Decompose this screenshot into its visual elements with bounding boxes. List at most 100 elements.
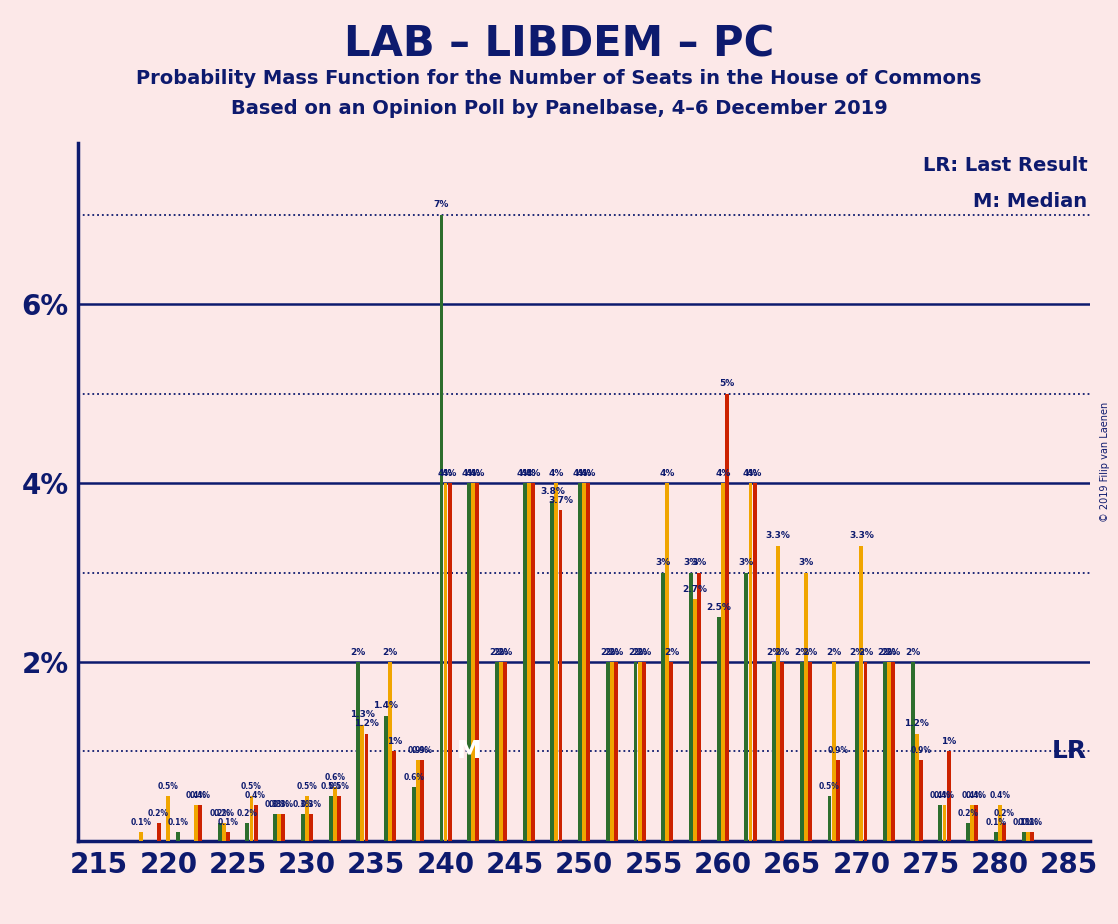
Bar xyxy=(357,662,360,841)
Bar xyxy=(305,796,309,841)
Bar xyxy=(1030,832,1034,841)
Bar xyxy=(827,796,832,841)
Text: 0.2%: 0.2% xyxy=(209,808,230,818)
Bar xyxy=(863,662,868,841)
Bar xyxy=(888,662,891,841)
Text: M: M xyxy=(457,739,482,763)
Bar xyxy=(392,751,396,841)
Text: 0.9%: 0.9% xyxy=(827,746,849,755)
Bar xyxy=(198,805,202,841)
Bar xyxy=(420,760,424,841)
Text: 2%: 2% xyxy=(881,648,897,657)
Text: 3%: 3% xyxy=(683,558,699,567)
Text: 1.2%: 1.2% xyxy=(904,719,929,728)
Bar xyxy=(975,805,978,841)
Bar xyxy=(994,832,997,841)
Text: 1%: 1% xyxy=(387,737,401,746)
Text: Based on an Opinion Poll by Panelbase, 4–6 December 2019: Based on an Opinion Poll by Panelbase, 4… xyxy=(230,99,888,118)
Bar xyxy=(698,573,701,841)
Bar xyxy=(911,662,915,841)
Bar xyxy=(860,546,863,841)
Text: © 2019 Filip van Laenen: © 2019 Filip van Laenen xyxy=(1100,402,1109,522)
Text: 0.5%: 0.5% xyxy=(329,782,349,791)
Bar xyxy=(614,662,618,841)
Bar xyxy=(444,483,447,841)
Bar xyxy=(586,483,590,841)
Bar xyxy=(246,823,249,841)
Text: 0.4%: 0.4% xyxy=(989,791,1011,799)
Bar xyxy=(752,483,757,841)
Bar xyxy=(578,483,582,841)
Text: 0.3%: 0.3% xyxy=(265,799,285,808)
Text: 0.3%: 0.3% xyxy=(293,799,313,808)
Text: 0.5%: 0.5% xyxy=(296,782,318,791)
Text: 0.6%: 0.6% xyxy=(324,772,345,782)
Text: 2%: 2% xyxy=(775,648,790,657)
Text: 4%: 4% xyxy=(742,468,758,478)
Bar xyxy=(670,662,673,841)
Text: 0.4%: 0.4% xyxy=(930,791,951,799)
Bar xyxy=(221,823,226,841)
Text: 0.1%: 0.1% xyxy=(168,818,189,827)
Bar xyxy=(808,662,812,841)
Text: 0.4%: 0.4% xyxy=(961,791,983,799)
Text: 0.9%: 0.9% xyxy=(411,746,433,755)
Text: 2%: 2% xyxy=(826,648,841,657)
Text: M: Median: M: Median xyxy=(973,192,1088,211)
Text: 0.9%: 0.9% xyxy=(910,746,931,755)
Text: 1.2%: 1.2% xyxy=(354,719,379,728)
Text: 0.4%: 0.4% xyxy=(245,791,266,799)
Text: 0.1%: 0.1% xyxy=(1017,818,1039,827)
Text: 0.4%: 0.4% xyxy=(186,791,207,799)
Text: 0.2%: 0.2% xyxy=(148,808,169,818)
Text: 0.6%: 0.6% xyxy=(404,772,424,782)
Bar xyxy=(273,814,277,841)
Text: 0.2%: 0.2% xyxy=(214,808,235,818)
Text: 2%: 2% xyxy=(664,648,679,657)
Text: 0.2%: 0.2% xyxy=(237,808,258,818)
Bar xyxy=(467,483,471,841)
Text: 2%: 2% xyxy=(628,648,643,657)
Text: 0.4%: 0.4% xyxy=(934,791,955,799)
Bar xyxy=(745,573,748,841)
Bar xyxy=(634,662,637,841)
Text: 0.1%: 0.1% xyxy=(217,818,238,827)
Bar xyxy=(416,760,419,841)
Text: 0.1%: 0.1% xyxy=(1013,818,1034,827)
Bar xyxy=(642,662,645,841)
Bar xyxy=(749,483,752,841)
Text: 2%: 2% xyxy=(493,648,509,657)
Text: 2%: 2% xyxy=(794,648,809,657)
Text: 0.3%: 0.3% xyxy=(273,799,294,808)
Bar xyxy=(717,617,721,841)
Bar xyxy=(329,796,332,841)
Text: 0.5%: 0.5% xyxy=(158,782,179,791)
Bar xyxy=(836,760,840,841)
Bar xyxy=(475,483,480,841)
Bar xyxy=(411,787,416,841)
Text: 4%: 4% xyxy=(517,468,532,478)
Bar xyxy=(966,823,970,841)
Bar xyxy=(947,751,950,841)
Bar xyxy=(527,483,531,841)
Text: 3.3%: 3.3% xyxy=(766,531,790,541)
Bar xyxy=(804,573,808,841)
Text: 0.1%: 0.1% xyxy=(1021,818,1042,827)
Bar xyxy=(1022,832,1025,841)
Bar xyxy=(970,805,974,841)
Bar xyxy=(447,483,452,841)
Text: 3.7%: 3.7% xyxy=(548,495,574,505)
Text: 4%: 4% xyxy=(470,468,485,478)
Bar xyxy=(531,483,534,841)
Bar xyxy=(942,805,947,841)
Text: 0.1%: 0.1% xyxy=(130,818,151,827)
Text: 4%: 4% xyxy=(747,468,762,478)
Text: 4%: 4% xyxy=(462,468,477,478)
Bar xyxy=(891,662,896,841)
Text: Probability Mass Function for the Number of Seats in the House of Commons: Probability Mass Function for the Number… xyxy=(136,69,982,89)
Bar xyxy=(689,573,693,841)
Bar xyxy=(523,483,527,841)
Text: 3%: 3% xyxy=(798,558,814,567)
Text: 2%: 2% xyxy=(850,648,865,657)
Bar xyxy=(157,823,161,841)
